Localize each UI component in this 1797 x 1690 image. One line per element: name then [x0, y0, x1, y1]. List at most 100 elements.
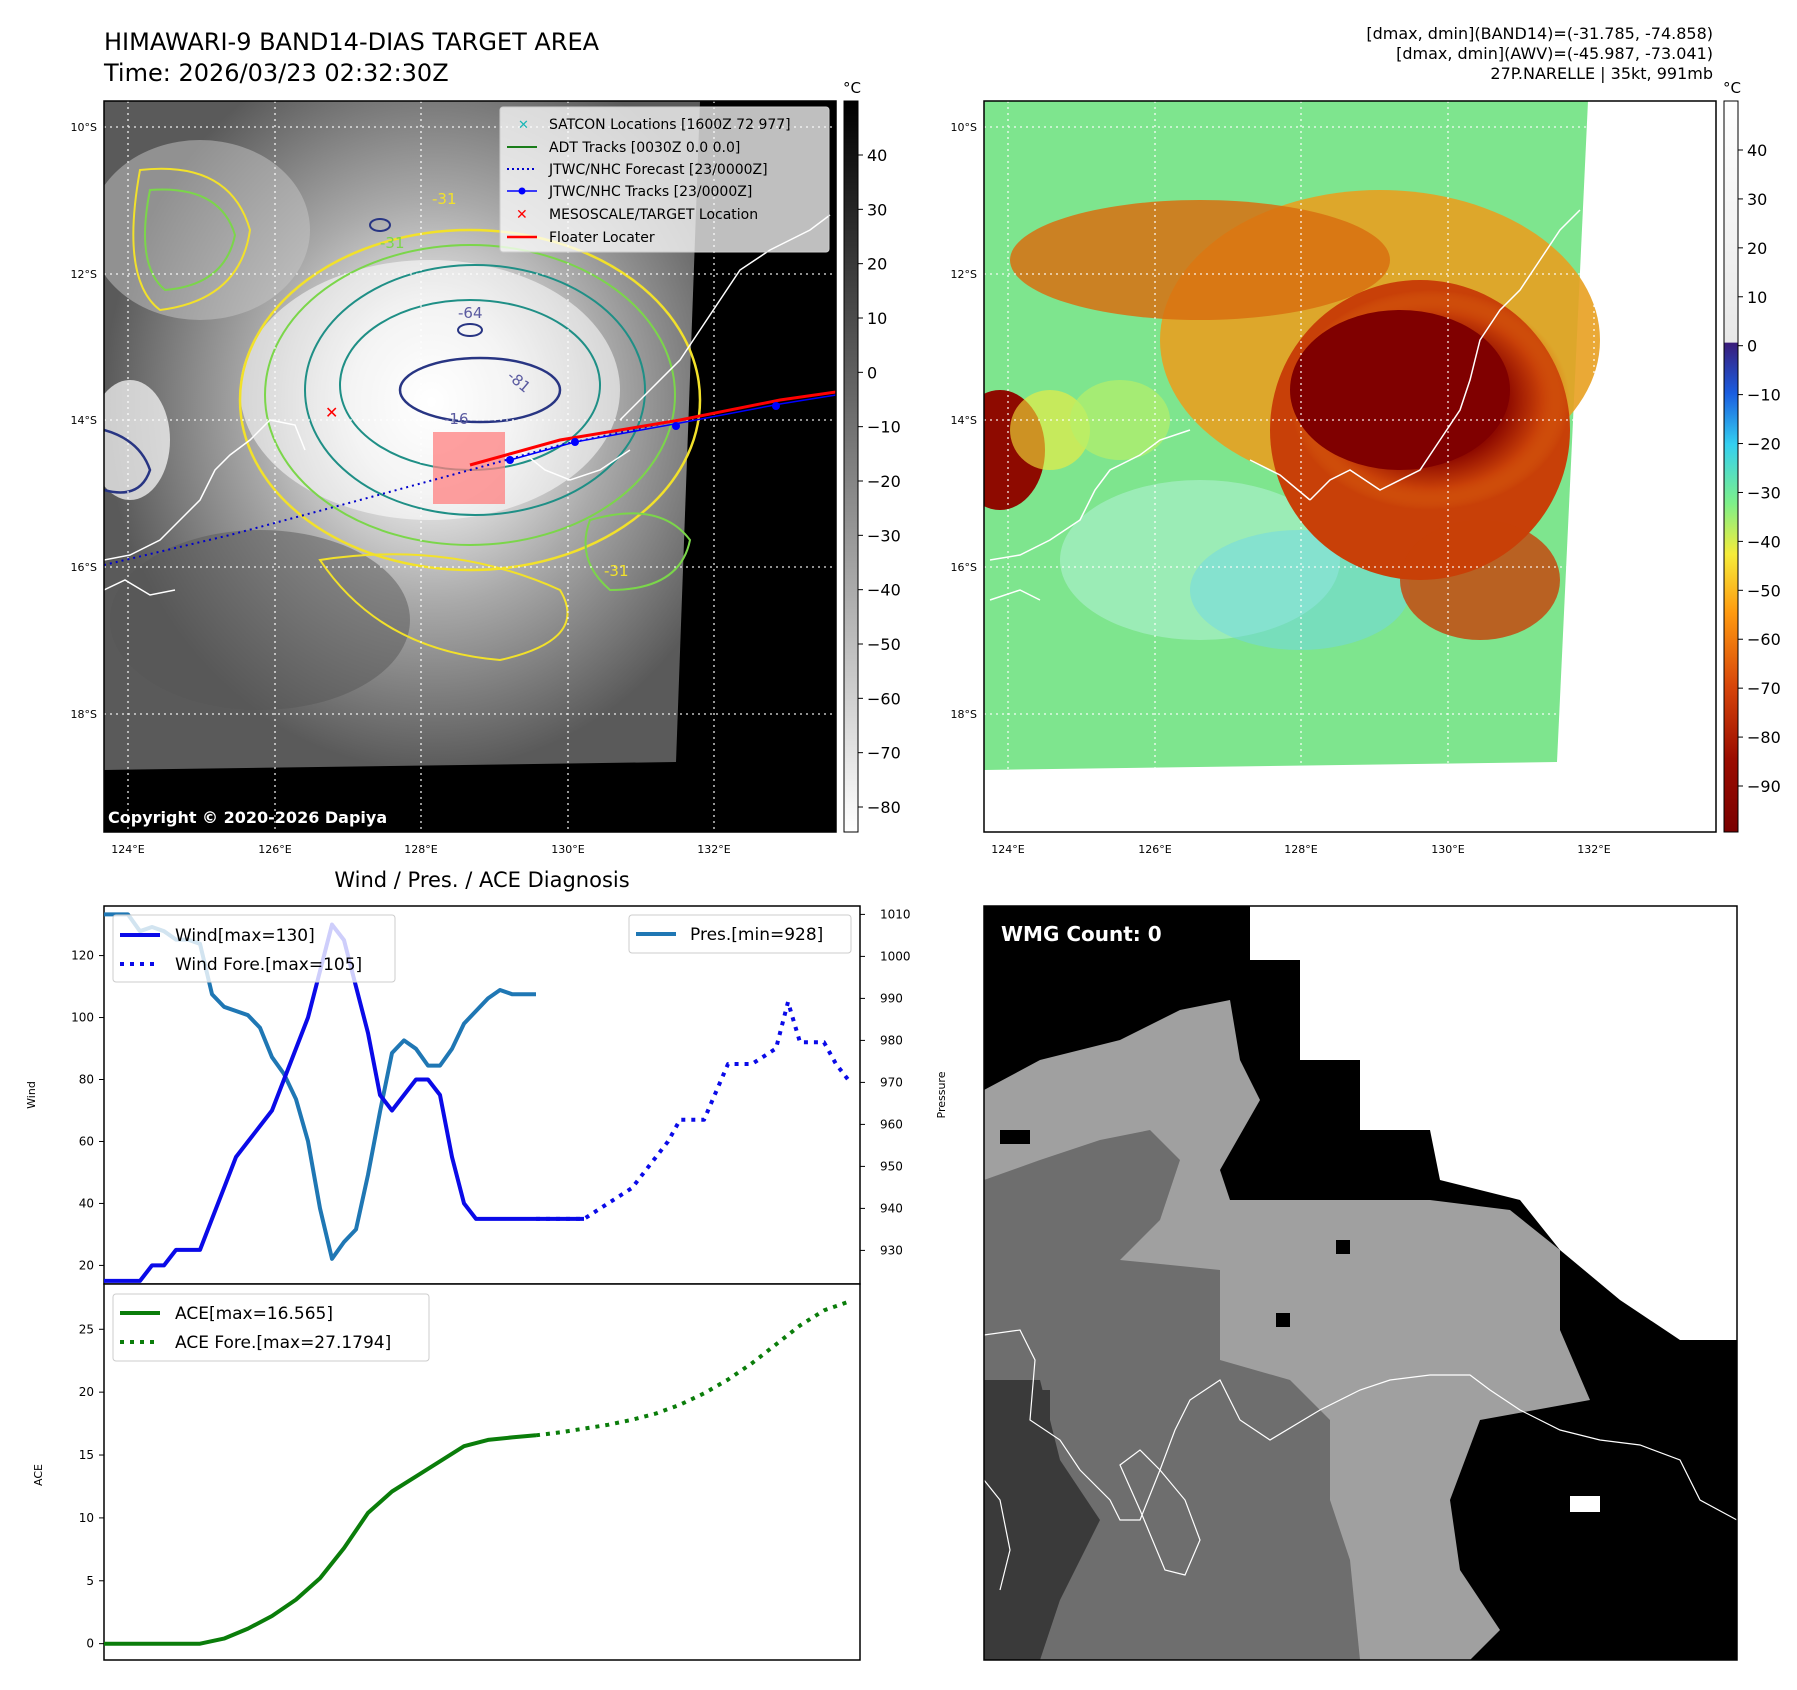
ace-series-line: [104, 1433, 537, 1646]
awv-colorbar-tick-label: −50: [1747, 581, 1781, 600]
legend-floater: Floater Locater: [549, 230, 655, 246]
awv-colorbar-tick-label: −90: [1747, 777, 1781, 796]
copyright-text: Copyright © 2020-2026 Dapiya: [108, 808, 387, 827]
awv-colorbar-tick-label: −80: [1747, 728, 1781, 747]
ir-colorbar-tick-label: −50: [867, 635, 901, 654]
pressure-axis-tick-label: 1000: [880, 949, 911, 963]
pressure-axis-tick-label: 950: [880, 1159, 903, 1173]
ir-lat-label: 16°S: [71, 561, 97, 574]
awv-colorbar-tick-label: 0: [1747, 337, 1757, 356]
ace-axis-tick-label: 20: [79, 1385, 94, 1399]
wind-axis-label: Wind: [25, 1081, 38, 1109]
awv-lat-label: 18°S: [951, 708, 977, 721]
ir-lon-label: 132°E: [697, 843, 730, 856]
awv-colorbar-unit: °C: [1723, 79, 1741, 97]
awv-lat-label: 10°S: [951, 121, 977, 134]
awv-lon-label: 126°E: [1138, 843, 1171, 856]
ir-legend: ✕ ✕ SATCON Locations [1600Z 72 977] ADT …: [499, 106, 830, 253]
satcon-marker: ✕: [325, 403, 338, 422]
pressure-axis-tick-label: 960: [880, 1117, 903, 1131]
wind-forecast-legend-label: Wind Fore.[max=105]: [175, 955, 362, 975]
wind-axis-tick-label: 120: [71, 949, 94, 963]
ir-colorbar-tick-label: −10: [867, 418, 901, 437]
dmax-awv: [dmax, dmin](AWV)=(-45.987, -73.041): [1396, 44, 1713, 63]
awv-colorbar-tick-label: −60: [1747, 630, 1781, 649]
ir-colorbar-tick-label: −40: [867, 581, 901, 600]
awv-colorbar-tick-label: −70: [1747, 679, 1781, 698]
awv-lon-label: 124°E: [991, 843, 1024, 856]
pressure-axis-tick-label: 980: [880, 1033, 903, 1047]
floater-locater-track: [469, 390, 836, 467]
ir-colorbar-unit: °C: [843, 79, 861, 97]
ir-colorbar-tick-label: −30: [867, 526, 901, 545]
awv-colorbar-tick-label: −40: [1747, 532, 1781, 551]
wind-legend-label: Wind[max=130]: [175, 926, 315, 946]
awv-frame: [983, 100, 1717, 833]
ace-axis-label: ACE: [32, 1464, 45, 1486]
awv-lon-label: 128°E: [1284, 843, 1317, 856]
awv-colorbar-tick-label: 30: [1747, 190, 1767, 209]
wmg-count-label: WMG Count: 0: [1001, 922, 1162, 946]
wmg-panel: WMG Count: 0: [983, 905, 1738, 1661]
awv-lat-label: 12°S: [951, 268, 977, 281]
contour-label-2: -31: [380, 234, 405, 252]
figure-timestamp: Time: 2026/03/23 02:32:30Z: [103, 59, 449, 87]
ir-lat-label: 14°S: [71, 414, 97, 427]
ace-axis-tick-label: 0: [86, 1637, 94, 1651]
ir-frame: [103, 100, 837, 833]
ir-lon-label: 126°E: [258, 843, 291, 856]
ir-colorbar-tick-label: 10: [867, 309, 887, 328]
dmax-band14: [dmax, dmin](BAND14)=(-31.785, -74.858): [1366, 24, 1713, 43]
ir-lon-label: 130°E: [551, 843, 584, 856]
awv-lat-label: 14°S: [951, 414, 977, 427]
wind-axis-tick-label: 80: [79, 1073, 94, 1087]
contour-label-6: -31: [604, 562, 629, 580]
storm-info: 27P.NARELLE | 35kt, 991mb: [1490, 64, 1713, 83]
ace-forecast-series-line: [535, 1300, 849, 1438]
legend-target: MESOSCALE/TARGET Location: [549, 207, 758, 223]
wind-legend: Wind[max=130] Wind Fore.[max=105]: [112, 914, 396, 983]
ir-panel: ✕ -31 -31 -64 -81 -16 -31 ✕ ✕ SATCON Loc…: [103, 79, 901, 833]
wind-axis-tick-label: 40: [79, 1196, 94, 1210]
contour-label-5: -16: [444, 410, 469, 428]
pressure-legend: Pres.[min=928]: [628, 914, 852, 954]
awv-lat-label: 16°S: [951, 561, 977, 574]
ir-colorbar-tick-label: −60: [867, 689, 901, 708]
ir-lat-label: 12°S: [71, 268, 97, 281]
awv-lon-label: 130°E: [1431, 843, 1464, 856]
ir-colorbar-tick-label: −70: [867, 744, 901, 763]
ace-forecast-legend-label: ACE Fore.[max=27.1794]: [175, 1333, 391, 1353]
wind-pressure-chart: 20 40 60 80 100 120 930 940 950 960 970 980 990 1000…: [25, 905, 948, 1285]
awv-colorbar-tick-label: −30: [1747, 483, 1781, 502]
ir-colorbar-tick-label: 40: [867, 146, 887, 165]
ace-axis-tick-label: 5: [86, 1574, 94, 1588]
awv-colorbar: [1723, 100, 1739, 833]
satcon-legend-icon: ✕: [518, 118, 529, 133]
legend-satcon: SATCON Locations [1600Z 72 977]: [549, 117, 791, 133]
awv-colorbar-tick-label: 10: [1747, 288, 1767, 307]
awv-lon-label: 132°E: [1577, 843, 1610, 856]
ir-colorbar-tick-label: 0: [867, 363, 877, 382]
pressure-axis-tick-label: 990: [880, 991, 903, 1005]
ace-axis-tick-label: 15: [79, 1448, 94, 1462]
ace-axis-tick-label: 10: [79, 1511, 94, 1525]
target-legend-icon: ✕: [516, 207, 528, 223]
pressure-axis-tick-label: 940: [880, 1201, 903, 1215]
legend-adt: ADT Tracks [0030Z 0.0 0.0]: [549, 140, 740, 156]
pressure-legend-label: Pres.[min=928]: [690, 925, 823, 945]
ir-colorbar-tick-label: −80: [867, 798, 901, 817]
diagnosis-title: Wind / Pres. / ACE Diagnosis: [334, 868, 629, 892]
wind-forecast-series-line: [536, 1000, 850, 1221]
awv-colorbar-tick-label: −20: [1747, 435, 1781, 454]
awv-panel: °C 40 30 20 10 0 −10 −20 −30 −40 −50 −60 −70 −80 −90: [983, 79, 1781, 833]
ir-colorbar-tick-label: −20: [867, 472, 901, 491]
figure-title: HIMAWARI-9 BAND14-DIAS TARGET AREA: [104, 28, 600, 56]
ace-chart: 0 5 10 15 20 25 ACE ACE[max=16.565] ACE Fore.…: [32, 1283, 861, 1661]
awv-colorbar-tick-label: 20: [1747, 239, 1767, 258]
ir-colorbar: [843, 100, 859, 833]
mesoscale-target-box: [433, 432, 505, 504]
jtwc-best-track: [509, 394, 836, 461]
pressure-axis-tick-label: 1010: [880, 907, 911, 921]
ir-lon-label: 128°E: [404, 843, 437, 856]
wind-axis-tick-label: 100: [71, 1011, 94, 1025]
